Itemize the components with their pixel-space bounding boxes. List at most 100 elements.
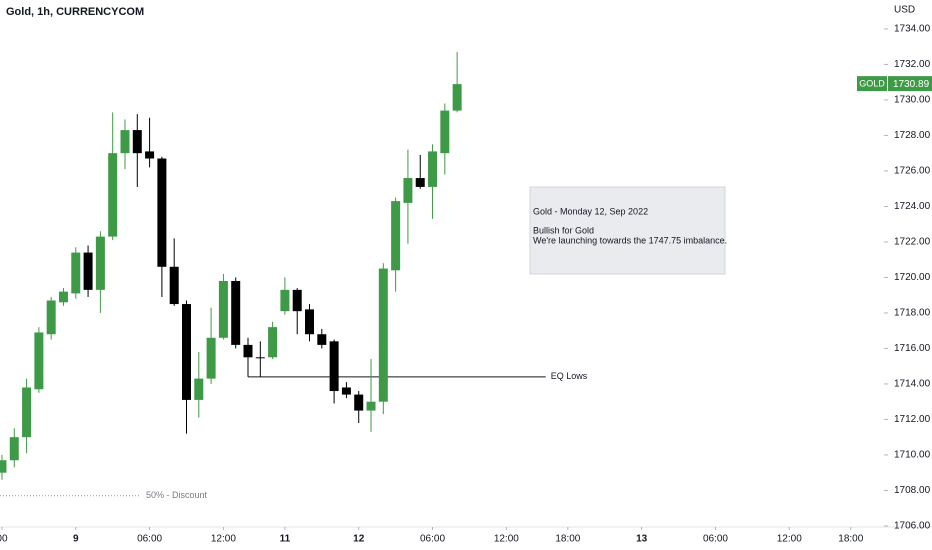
candle [181, 300, 191, 434]
candle-body [243, 344, 253, 358]
x-tick-label: 12:00 [494, 534, 519, 545]
y-tick-label: 1716.00 [894, 343, 931, 354]
candle-body [428, 151, 438, 187]
last-price-box [888, 76, 932, 92]
y-tick-label: 1714.00 [894, 379, 931, 390]
candle [428, 144, 438, 219]
y-tick-label: 1730.00 [894, 95, 931, 106]
candle-body [132, 130, 142, 154]
candle-body [231, 280, 241, 345]
candle [305, 304, 315, 342]
candle [145, 117, 155, 168]
candle-body [46, 300, 56, 335]
candle-body [22, 387, 32, 438]
candle [157, 156, 167, 297]
candle-body [415, 178, 425, 187]
last-price-name-box [857, 76, 887, 92]
candle [317, 328, 327, 349]
x-tick-label: 06:00 [137, 534, 162, 545]
candle-body [354, 394, 364, 411]
candle [169, 238, 179, 306]
candle [243, 337, 253, 377]
y-tick-label: 1706.00 [894, 521, 931, 532]
candle-body [169, 266, 179, 305]
candle [268, 321, 278, 360]
x-tick-label: 12:00 [211, 534, 236, 545]
x-tick-label: 00 [0, 534, 8, 545]
candle-body [58, 291, 68, 303]
y-tick-label: 1724.00 [894, 201, 931, 212]
candle-body [108, 153, 118, 237]
y-tick-label: 1722.00 [894, 237, 931, 248]
candle [378, 263, 388, 415]
candle [329, 339, 339, 404]
x-tick-label: 12:00 [777, 534, 802, 545]
candle-body [403, 178, 413, 203]
candle [194, 351, 204, 418]
candle-body [305, 309, 315, 335]
y-tick-label: 1720.00 [894, 272, 931, 283]
candle-body [292, 289, 302, 312]
y-tick-label: 1718.00 [894, 308, 931, 319]
candle [22, 378, 32, 454]
candle [391, 197, 401, 292]
candle [440, 103, 450, 175]
candle-body [452, 84, 462, 111]
candle [9, 428, 19, 468]
candle-body [0, 460, 7, 473]
candle-body [145, 151, 155, 159]
y-tick-label: 1728.00 [894, 130, 931, 141]
candle [452, 52, 462, 113]
candle [108, 112, 118, 241]
candle-body [206, 337, 216, 379]
candle [34, 327, 44, 393]
axis-unit: USD [894, 5, 915, 16]
candle [83, 245, 93, 297]
candle [354, 391, 364, 423]
x-tick-label: 18:00 [555, 534, 580, 545]
candle-body [329, 341, 339, 392]
x-tick-label: 06:00 [703, 534, 728, 545]
candle-body [378, 268, 388, 402]
note-box [529, 186, 726, 275]
y-tick-label: 1710.00 [894, 450, 931, 461]
chart-title: Gold, 1h, CURRENCYCOM [6, 6, 144, 18]
y-tick-label: 1732.00 [894, 59, 931, 70]
candle [403, 149, 413, 244]
x-tick-label: 12 [353, 534, 365, 545]
candle [280, 277, 290, 315]
candle [58, 288, 68, 306]
note-text: We're launching towards the 1747.75 imba… [533, 235, 727, 245]
candle [132, 114, 142, 187]
candle-body [391, 201, 401, 271]
candle-body [83, 252, 93, 290]
candle-body [120, 130, 130, 154]
candle [71, 247, 81, 299]
y-tick-label: 1708.00 [894, 485, 931, 496]
candle-body [440, 110, 450, 154]
x-tick-label: 11 [280, 534, 291, 545]
candle-body [341, 387, 351, 395]
last-price-value: 1730.89 [893, 79, 930, 90]
candle [341, 382, 351, 399]
candle-body [181, 304, 191, 400]
candle-body [157, 158, 167, 267]
y-tick-label: 1734.00 [894, 24, 931, 35]
candle [218, 273, 228, 340]
candle-body [9, 437, 19, 461]
y-tick-label: 1712.00 [894, 414, 931, 425]
level-label: EQ Lows [551, 371, 588, 381]
candle [206, 307, 216, 384]
x-tick-label: 13 [636, 534, 648, 545]
candle-body [71, 252, 81, 294]
candle [231, 277, 241, 349]
candle-body [34, 332, 44, 390]
candle-body [366, 401, 376, 411]
candle-body [280, 289, 290, 312]
x-tick-label: 18:00 [838, 534, 863, 545]
candle [292, 288, 302, 335]
candle [120, 119, 130, 170]
candle [46, 296, 56, 340]
candle [255, 341, 265, 377]
